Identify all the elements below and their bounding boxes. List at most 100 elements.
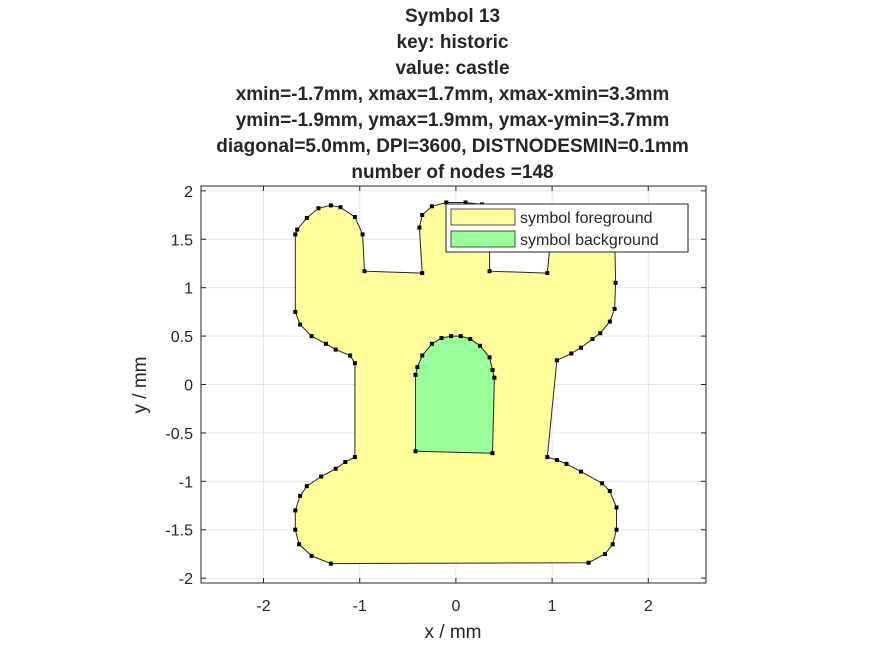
x-axis-label: x / mm xyxy=(425,622,482,643)
node-marker xyxy=(352,215,357,219)
node-marker xyxy=(420,353,425,358)
node-marker xyxy=(362,269,367,274)
node-marker xyxy=(343,460,348,464)
background-polygon xyxy=(415,335,495,454)
y-tick-label: -1.5 xyxy=(165,523,193,540)
node-marker xyxy=(429,341,434,346)
node-marker xyxy=(352,455,357,460)
node-marker xyxy=(590,337,595,341)
node-marker xyxy=(413,449,418,454)
node-marker xyxy=(598,331,603,336)
node-marker xyxy=(554,458,559,462)
y-tick-label: 1.5 xyxy=(171,232,193,249)
node-marker xyxy=(324,341,328,346)
node-marker xyxy=(490,368,495,372)
node-marker xyxy=(449,334,454,339)
y-tick-label: 0 xyxy=(184,378,193,395)
title-line: xmin=-1.7mm, xmax=1.7mm, xmax-xmin=3.3mm xyxy=(235,84,670,105)
node-marker xyxy=(545,455,550,460)
node-marker xyxy=(586,560,591,565)
node-marker xyxy=(569,351,574,356)
legend-swatch-background xyxy=(450,230,516,248)
node-marker xyxy=(439,336,444,340)
title-line: key: historic xyxy=(396,32,509,53)
node-marker xyxy=(444,200,449,205)
x-tick-label: -1 xyxy=(353,598,367,615)
node-marker xyxy=(603,552,607,556)
node-marker xyxy=(333,466,338,471)
node-marker xyxy=(564,461,569,466)
node-marker xyxy=(429,204,434,209)
node-marker xyxy=(600,481,605,486)
node-marker xyxy=(360,232,365,237)
legend-label-foreground: symbol foreground xyxy=(520,210,653,227)
node-marker xyxy=(309,334,314,339)
series-layer xyxy=(293,200,619,566)
node-marker xyxy=(487,269,492,274)
node-marker xyxy=(610,542,615,547)
y-tick-label: 2 xyxy=(184,184,193,201)
node-marker xyxy=(614,505,619,510)
x-tick-label: -2 xyxy=(256,598,270,615)
node-marker xyxy=(338,205,343,210)
title-line: number of nodes =148 xyxy=(351,162,554,183)
node-marker xyxy=(487,355,492,360)
x-tick-label: 0 xyxy=(451,598,460,615)
legend: symbol foreground symbol background xyxy=(445,203,689,253)
node-marker xyxy=(352,361,357,366)
legend-label-background: symbol background xyxy=(520,232,659,249)
y-axis-label: y / mm xyxy=(130,357,151,414)
y-tick-label: 1 xyxy=(184,281,193,298)
node-marker xyxy=(554,358,559,363)
node-marker xyxy=(293,309,298,314)
node-marker xyxy=(298,322,303,327)
node-marker xyxy=(413,372,418,377)
title-line: diagonal=5.0mm, DPI=3600, DISTNODESMIN=0… xyxy=(216,136,689,157)
chart-title: Symbol 13 key: historic value: castle xm… xyxy=(0,4,875,186)
node-marker xyxy=(478,343,482,348)
legend-swatch-foreground xyxy=(450,208,516,226)
node-marker xyxy=(293,232,298,237)
node-marker xyxy=(415,365,420,370)
y-tick-label: -1 xyxy=(179,474,193,491)
node-marker xyxy=(458,334,463,339)
x-tick-label: 2 xyxy=(644,598,653,615)
node-marker xyxy=(579,469,583,474)
node-marker xyxy=(607,319,612,324)
node-marker xyxy=(328,561,333,566)
node-marker xyxy=(348,353,353,358)
node-marker xyxy=(420,271,425,276)
node-marker xyxy=(297,542,302,547)
x-tick-label: 1 xyxy=(548,598,557,615)
node-marker xyxy=(333,347,338,352)
node-marker xyxy=(293,527,298,532)
node-marker xyxy=(304,216,309,220)
node-marker xyxy=(328,203,333,208)
title-line: ymin=-1.9mm, ymax=1.9mm, ymax-ymin=3.7mm xyxy=(235,110,670,131)
y-tick-label: -0.5 xyxy=(165,426,193,443)
node-marker xyxy=(420,213,425,217)
y-tick-label: 0.5 xyxy=(171,329,193,346)
node-marker xyxy=(490,451,495,456)
node-marker xyxy=(304,484,309,489)
node-marker xyxy=(613,280,618,285)
node-marker xyxy=(492,375,497,380)
node-marker xyxy=(579,345,583,350)
node-marker xyxy=(293,508,298,513)
node-marker xyxy=(319,474,324,479)
node-marker xyxy=(463,200,468,205)
title-line: Symbol 13 xyxy=(404,6,501,27)
node-marker xyxy=(309,553,314,558)
node-marker xyxy=(612,307,617,311)
node-marker xyxy=(298,493,303,498)
node-marker xyxy=(417,225,422,230)
node-marker xyxy=(545,271,550,276)
y-tick-label: -2 xyxy=(179,571,193,588)
node-marker xyxy=(295,227,300,232)
title-line: value: castle xyxy=(395,58,510,79)
ticks: -2 -1 0 1 2 -2 -1.5 -1 -0.5 0 0.5 1 1.5 2 xyxy=(165,184,706,615)
node-marker xyxy=(614,527,619,532)
node-marker xyxy=(468,337,473,341)
node-marker xyxy=(316,206,321,211)
